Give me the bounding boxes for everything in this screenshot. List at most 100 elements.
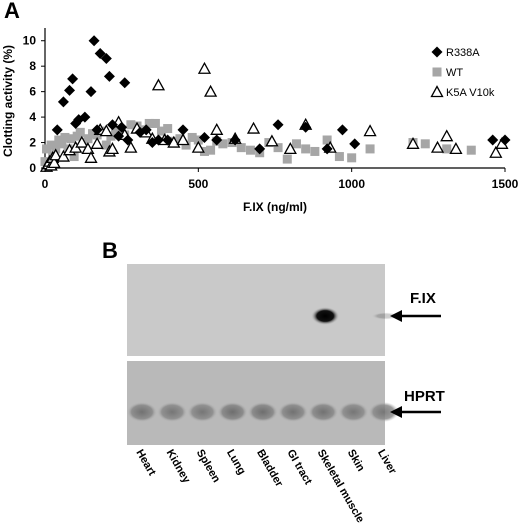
k5a-v10k-point bbox=[191, 140, 205, 153]
r338a-point bbox=[94, 47, 106, 59]
y-tick-label: 6 bbox=[29, 85, 36, 99]
hprt-band bbox=[187, 402, 218, 422]
lane-label: GI tract bbox=[284, 448, 314, 488]
wt-point bbox=[199, 146, 209, 156]
wt-point bbox=[150, 118, 160, 128]
wt-point bbox=[126, 120, 136, 130]
r338a-point bbox=[229, 134, 241, 146]
legend-label: WT bbox=[446, 67, 463, 79]
wt-point bbox=[60, 132, 70, 142]
hprt-bands bbox=[127, 402, 399, 422]
k5a-v10k-point bbox=[210, 122, 224, 135]
r338a-point bbox=[321, 143, 333, 155]
r338a-point bbox=[100, 53, 112, 65]
wt-point bbox=[334, 152, 344, 162]
wt-point bbox=[187, 132, 197, 142]
lane-label: Lung bbox=[224, 448, 248, 477]
k5a-v10k-point bbox=[430, 140, 445, 153]
x-tick-label: 1500 bbox=[492, 177, 519, 191]
wt-point bbox=[46, 140, 56, 150]
r338a-point bbox=[103, 70, 115, 82]
hprt-blot-image bbox=[127, 361, 385, 445]
wt-point bbox=[236, 143, 246, 153]
x-tick-label: 1000 bbox=[338, 177, 365, 191]
chart-legend: R338A WT K5A V10k bbox=[430, 46, 495, 99]
k5a-v10k-point bbox=[151, 78, 166, 91]
lane-labels: Heart Kidney Spleen Lung Bladder GI tract Skel… bbox=[133, 448, 398, 526]
wt-point bbox=[40, 157, 50, 167]
x-tick-label: 0 bbox=[42, 177, 49, 191]
hprt-band bbox=[338, 402, 369, 422]
hprt-band bbox=[217, 402, 248, 422]
hprt-arrow bbox=[390, 406, 441, 418]
r338a-point bbox=[198, 131, 210, 143]
k5a-v10k-point bbox=[204, 84, 218, 97]
r338a-point bbox=[51, 124, 63, 136]
r338a-point bbox=[116, 121, 128, 133]
wt-point bbox=[206, 145, 216, 155]
k5a-v10k-point bbox=[176, 133, 190, 146]
legend-label: K5A V10k bbox=[446, 87, 495, 99]
hprt-band bbox=[127, 402, 157, 422]
wt-point bbox=[420, 139, 430, 149]
legend-marker bbox=[431, 46, 443, 58]
r338a-point bbox=[487, 134, 499, 146]
y-tick-label: 8 bbox=[29, 59, 36, 73]
hprt-band bbox=[308, 402, 339, 422]
k5a-v10k-point bbox=[49, 148, 63, 161]
wt-point bbox=[442, 144, 452, 154]
legend-label: R338A bbox=[446, 47, 480, 59]
k5a-v10k-point bbox=[489, 145, 503, 158]
k5a-v10k-point bbox=[406, 136, 420, 149]
r338a-point bbox=[119, 77, 131, 89]
r338a-point bbox=[140, 124, 152, 136]
wt-point bbox=[218, 139, 228, 149]
r338a-point bbox=[64, 84, 76, 96]
scatter-chart: 0 500 1000 1500 0 2 4 6 8 10 F.IX (ng/ml) Clottin… bbox=[1, 28, 519, 214]
lane-label: Spleen bbox=[194, 448, 223, 485]
r338a-point bbox=[336, 124, 348, 136]
wt-point bbox=[163, 124, 173, 134]
chart-ticks: 0 500 1000 1500 0 2 4 6 8 10 bbox=[23, 34, 519, 191]
k5a-v10k-point bbox=[124, 140, 138, 153]
y-tick-label: 10 bbox=[23, 34, 37, 48]
r338a-point bbox=[254, 143, 266, 155]
r338a-point bbox=[134, 126, 146, 138]
legend-marker bbox=[432, 67, 442, 77]
r338a-point bbox=[300, 121, 312, 133]
k5a-v10k-point bbox=[81, 142, 95, 155]
r338a-point bbox=[499, 134, 511, 146]
k5a-v10k-point bbox=[440, 129, 454, 142]
fix-blot-image bbox=[127, 264, 385, 356]
fix-band bbox=[311, 307, 340, 325]
wt-point bbox=[365, 144, 375, 154]
y-tick-label: 2 bbox=[29, 136, 36, 150]
panel-a-label: A bbox=[4, 0, 20, 23]
k5a-v10k-point bbox=[105, 142, 120, 155]
wt-point bbox=[301, 144, 311, 154]
wt-point bbox=[273, 143, 283, 153]
wt-point bbox=[111, 124, 121, 134]
wt-point bbox=[42, 144, 52, 154]
k5a-v10k-point bbox=[265, 134, 279, 147]
y-tick-label: 0 bbox=[29, 161, 36, 175]
k5a-v10k-point bbox=[84, 150, 98, 163]
wt-point bbox=[466, 145, 476, 155]
k5a-v10k-point bbox=[99, 124, 113, 137]
r338a-point bbox=[88, 35, 100, 47]
r338a-point bbox=[162, 134, 174, 146]
wt-point bbox=[282, 154, 292, 164]
hprt-band bbox=[157, 402, 188, 422]
r338a-point bbox=[349, 138, 361, 150]
hprt-band bbox=[278, 402, 308, 422]
wt-point bbox=[83, 134, 93, 144]
k5a-v10k-point bbox=[449, 142, 463, 155]
k5a-v10k-point bbox=[75, 135, 89, 148]
wt-point bbox=[157, 126, 167, 136]
fix-arrow bbox=[390, 310, 441, 322]
r338a-point bbox=[79, 111, 91, 123]
wt-point bbox=[66, 134, 76, 144]
wt-point bbox=[347, 153, 357, 163]
panel-b-label: B bbox=[102, 238, 118, 263]
k5a-v10k-point bbox=[363, 124, 377, 137]
